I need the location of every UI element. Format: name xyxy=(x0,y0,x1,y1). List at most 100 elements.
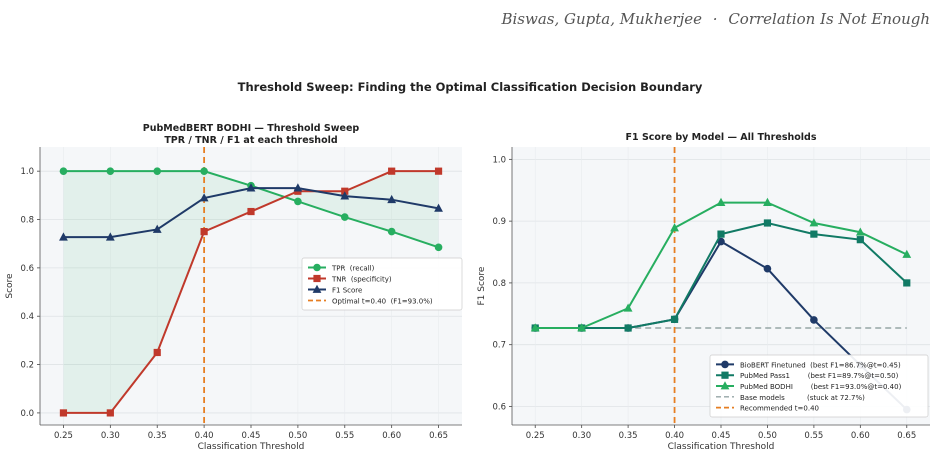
legend: TPR (recall) TNR (specificity) F1 Score Opt… xyxy=(301,257,463,311)
x-tick-label: 0.40 xyxy=(195,431,214,441)
y-tick-label: 1.0 xyxy=(492,155,506,165)
data-point xyxy=(763,219,772,227)
x-tick-label: 0.25 xyxy=(526,431,545,441)
series-3 xyxy=(59,183,443,241)
data-point xyxy=(434,203,443,212)
data-point xyxy=(670,223,679,232)
legend-marker xyxy=(721,360,729,369)
x-tick-label: 0.55 xyxy=(804,431,823,441)
legend-marker xyxy=(312,284,322,293)
y-tick-label: 0.8 xyxy=(20,216,34,226)
data-point xyxy=(577,323,587,332)
data-point xyxy=(106,409,114,417)
data-point xyxy=(810,230,818,238)
y-tick-label: 0.6 xyxy=(492,402,506,412)
x-tick-label: 0.65 xyxy=(429,431,448,441)
legend-label: PubMed Pass1 (best F1=89.7%@t=0.50) xyxy=(740,372,899,380)
y-tick-label: 0.0 xyxy=(20,409,34,419)
data-point xyxy=(530,323,540,332)
data-point xyxy=(246,183,256,192)
data-point xyxy=(809,218,819,227)
data-point xyxy=(856,236,864,244)
running-header: Biswas, Gupta, Mukherjee · Correlation I… xyxy=(501,10,930,28)
data-point xyxy=(810,316,818,324)
data-point xyxy=(153,348,161,357)
data-point xyxy=(199,193,209,202)
x-axis-label: Classification Threshold xyxy=(668,442,775,452)
data-point xyxy=(716,197,726,206)
legend-label: F1 Score xyxy=(332,287,362,295)
legend-label: Optimal t=0.40 (F1=93.0%) xyxy=(332,298,433,306)
legend-label: Recommended t=0.40 xyxy=(740,405,819,413)
legend-box xyxy=(301,257,463,311)
x-tick-label: 0.35 xyxy=(619,431,638,441)
y-axis-label: Score xyxy=(5,273,15,299)
chart-title: PubMedBERT BODHI — Threshold Sweep xyxy=(143,123,360,134)
data-point xyxy=(670,315,679,323)
data-point xyxy=(294,197,302,206)
data-point xyxy=(434,243,443,252)
data-point xyxy=(623,303,633,312)
y-tick-label: 0.8 xyxy=(492,279,506,289)
x-tick-label: 0.55 xyxy=(335,431,354,441)
series-3 xyxy=(530,197,912,332)
data-point xyxy=(200,228,208,236)
data-point xyxy=(902,249,912,258)
data-point xyxy=(59,409,68,417)
chart-title: F1 Score by Model — All Thresholds xyxy=(626,132,817,143)
legend-label: PubMed BODHI (best F1=93.0%@t=0.40) xyxy=(740,383,902,391)
header-paper-title: Correlation Is Not Enough xyxy=(728,10,930,28)
x-tick-label: 0.25 xyxy=(54,431,73,441)
y-tick-label: 0.7 xyxy=(492,341,506,351)
data-point xyxy=(247,207,255,216)
data-point xyxy=(855,227,865,236)
header-separator: · xyxy=(712,10,718,28)
data-point xyxy=(763,264,772,273)
data-point xyxy=(152,224,162,233)
y-tick-label: 0.6 xyxy=(20,264,34,274)
data-point xyxy=(106,167,115,175)
y-tick-label: 0.9 xyxy=(492,217,506,227)
x-tick-label: 0.35 xyxy=(148,431,167,441)
data-point xyxy=(153,167,162,175)
data-point xyxy=(387,227,396,236)
y-tick-label: 0.2 xyxy=(20,361,34,371)
legend-marker xyxy=(720,381,730,390)
data-point xyxy=(200,167,208,175)
data-point xyxy=(763,197,772,206)
data-point xyxy=(388,167,396,175)
legend-marker xyxy=(313,263,321,272)
header-authors: Biswas, Gupta, Mukherjee xyxy=(501,10,702,28)
legend-box xyxy=(709,354,929,418)
y-tick-label: 0.4 xyxy=(20,312,34,322)
chart-panel-1: 0.0 0.2 0.4 0.6 0.8 1.0 0.25 0.30 0.35 0.40 0.45 0.… xyxy=(5,123,463,452)
legend-label: TPR (recall) xyxy=(331,265,375,273)
legend-label: BioBERT Finetuned (best F1=86.7%@t=0.45) xyxy=(740,361,901,369)
legend-marker xyxy=(721,371,729,379)
x-tick-label: 0.50 xyxy=(758,431,777,441)
x-tick-label: 0.60 xyxy=(382,431,401,441)
data-point xyxy=(105,232,115,241)
data-point xyxy=(387,194,397,204)
chart-subtitle: TPR / TNR / F1 at each threshold xyxy=(164,135,337,146)
legend: BioBERT Finetuned (best F1=86.7%@t=0.45)… xyxy=(709,354,929,418)
legend-label: TNR (specificity) xyxy=(331,276,392,284)
legend-marker xyxy=(313,274,321,283)
data-point xyxy=(434,167,443,175)
x-tick-label: 0.45 xyxy=(712,431,731,441)
x-tick-label: 0.60 xyxy=(851,431,870,441)
x-tick-label: 0.65 xyxy=(897,431,916,441)
data-point xyxy=(293,183,303,192)
data-point xyxy=(59,232,68,241)
data-point xyxy=(340,191,350,200)
y-axis-label: F1 Score xyxy=(477,266,487,305)
data-point xyxy=(903,279,911,287)
x-tick-label: 0.30 xyxy=(572,431,591,441)
x-tick-label: 0.40 xyxy=(665,431,684,441)
data-point xyxy=(717,230,725,238)
legend-label: Base models (stuck at 72.7%) xyxy=(740,394,865,402)
y-tick-label: 1.0 xyxy=(20,167,34,177)
data-point xyxy=(624,324,632,332)
x-axis-label: Classification Threshold xyxy=(198,442,305,452)
